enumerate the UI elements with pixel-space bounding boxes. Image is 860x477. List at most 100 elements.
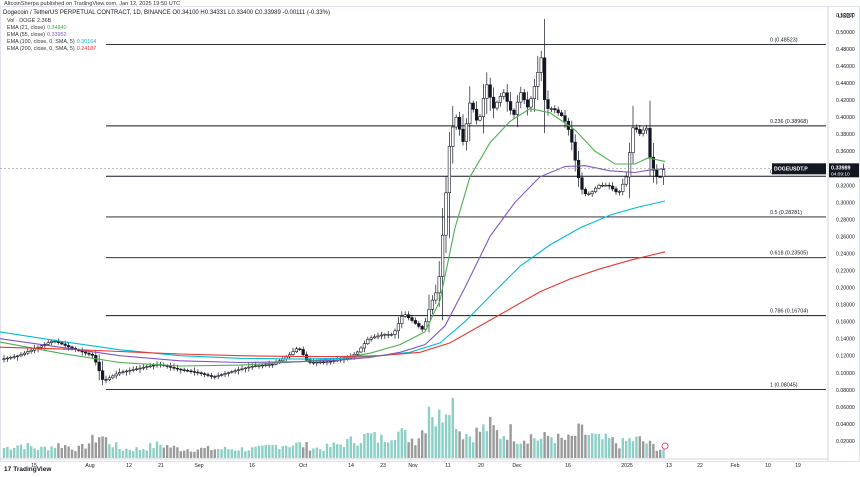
volume-bar (159, 444, 162, 458)
candle-body (556, 109, 560, 114)
candle-body (631, 127, 635, 153)
legend-item[interactable]: EMA (21, close) 0.34840 (7, 25, 67, 31)
candle-body (209, 375, 214, 377)
legend-item[interactable]: EMA (55, close) 0.33952 (7, 32, 67, 38)
volume-bar (274, 444, 278, 458)
candle-body (597, 184, 601, 189)
volume-bar (196, 449, 199, 458)
legend-item[interactable]: EMA (100, close, 0, SMA, 5) 0.30164 (7, 39, 96, 45)
volume-bar (648, 440, 652, 458)
candle-body (559, 112, 564, 116)
candle-body (257, 365, 261, 367)
x-tick-label: Oct (299, 463, 308, 469)
candle-body (491, 96, 496, 109)
candle-body (12, 356, 16, 358)
candle-body (230, 371, 234, 373)
candle-body (508, 101, 513, 111)
candle-body (63, 343, 67, 346)
volume-bar (281, 446, 284, 458)
candle-body (444, 192, 448, 236)
candle-body (396, 323, 401, 332)
volume-bar (125, 448, 128, 458)
candle-body (641, 129, 645, 134)
legend-value: 0.34840 (47, 25, 67, 31)
candle-body (383, 334, 387, 336)
volume-bar (472, 442, 475, 458)
volume-bar (359, 442, 363, 458)
volume-bar (523, 440, 526, 458)
volume-bar (536, 440, 539, 458)
y-tick-label: 0.20000 (836, 286, 855, 292)
candle-body (301, 349, 305, 356)
candle-body (267, 364, 271, 366)
volume-bar (81, 443, 84, 458)
candle-body (107, 377, 111, 381)
candle-body (315, 361, 319, 364)
candle-body (400, 316, 404, 324)
volume-bar (611, 437, 614, 458)
volume-bar (584, 434, 587, 458)
volume-bar (176, 447, 179, 458)
candle-body (206, 374, 210, 376)
volume-bar (485, 431, 488, 458)
volume-bar (458, 431, 461, 458)
candle-body (437, 276, 441, 294)
volume-bar (424, 433, 427, 458)
candle-body (128, 370, 132, 372)
volume-bar (638, 436, 641, 458)
volume-bar (642, 441, 645, 458)
candle-body (355, 351, 360, 355)
candle-body (15, 355, 20, 357)
candle-body (563, 115, 567, 122)
volume-bar (186, 449, 189, 458)
volume-bar (390, 440, 393, 458)
last-price-tag (829, 163, 859, 178)
volume-bar (152, 448, 155, 458)
candle-body (250, 365, 254, 368)
volume-bar (67, 446, 70, 458)
volume-bar (461, 439, 465, 458)
candle-body (84, 351, 88, 354)
volume-bar (53, 447, 57, 458)
volume-bar (217, 448, 220, 458)
y-tick-label: 0.26000 (836, 234, 855, 240)
volume-bar (315, 447, 318, 458)
candle-body (661, 169, 666, 178)
volume-bar (172, 445, 176, 458)
candle-body (522, 92, 526, 101)
candle-body (553, 108, 557, 111)
volume-bar (427, 406, 431, 458)
candle-body (536, 72, 540, 87)
volume-bar (169, 447, 172, 458)
candle-body (570, 129, 574, 143)
volume-bar (631, 441, 635, 458)
y-tick-label: 0.10000 (836, 371, 855, 377)
event-marker-icon[interactable] (661, 442, 669, 450)
candle-body (655, 169, 659, 178)
volume-bar (227, 449, 230, 458)
volume-bar (526, 443, 529, 458)
candle-body (223, 373, 227, 375)
candle-body (369, 337, 373, 340)
candle-body (529, 98, 533, 108)
y-tick-label: 0.52000 (836, 13, 855, 19)
x-tick-label: 15 (31, 463, 37, 469)
x-tick-label: 13 (666, 463, 672, 469)
volume-bar (475, 427, 478, 458)
ema-line (0, 165, 666, 364)
candle-body (298, 348, 302, 350)
volume-bar (621, 438, 624, 458)
legend-item[interactable]: Vol · DOGE 2.36B (7, 18, 51, 24)
volume-bar (587, 434, 590, 458)
candle-body (532, 85, 536, 100)
candle-body (213, 376, 217, 378)
volume-bar (482, 424, 485, 458)
legend-item[interactable]: EMA (200, close, 0, SMA, 5) 0.24187 (7, 46, 96, 52)
volume-bar (516, 443, 519, 458)
candle-body (478, 116, 482, 121)
candle-body (359, 347, 363, 353)
volume-bar (264, 444, 267, 458)
y-tick-label: 0.46000 (836, 64, 855, 70)
candle-body (254, 365, 258, 367)
